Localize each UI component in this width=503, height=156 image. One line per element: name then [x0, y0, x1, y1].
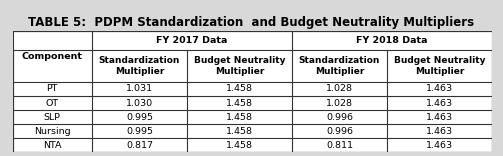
Text: Budget Neutrality
Multiplier: Budget Neutrality Multiplier: [194, 56, 285, 76]
Text: 0.811: 0.811: [326, 141, 353, 150]
Text: TABLE 5:  PDPM Standardization  and Budget Neutrality Multipliers: TABLE 5: PDPM Standardization and Budget…: [29, 16, 474, 29]
Text: 1.458: 1.458: [226, 99, 253, 107]
Text: 1.463: 1.463: [426, 99, 453, 107]
Text: Nursing: Nursing: [34, 127, 70, 136]
Text: Component: Component: [22, 52, 83, 61]
Text: 1.458: 1.458: [226, 112, 253, 122]
Text: 0.996: 0.996: [326, 112, 353, 122]
Text: NTA: NTA: [43, 141, 61, 150]
Text: 1.463: 1.463: [426, 141, 453, 150]
Text: 1.463: 1.463: [426, 85, 453, 93]
Text: 1.458: 1.458: [226, 85, 253, 93]
Text: 0.817: 0.817: [126, 141, 153, 150]
Text: Budget Neutrality
Multiplier: Budget Neutrality Multiplier: [394, 56, 485, 76]
Text: PT: PT: [47, 85, 58, 93]
Text: 1.031: 1.031: [126, 85, 153, 93]
Text: 1.458: 1.458: [226, 127, 253, 136]
Text: 0.996: 0.996: [326, 127, 353, 136]
Text: SLP: SLP: [44, 112, 61, 122]
Text: Standardization
Multiplier: Standardization Multiplier: [99, 56, 180, 76]
Text: OT: OT: [46, 99, 59, 107]
Text: 0.995: 0.995: [126, 112, 153, 122]
Text: FY 2018 Data: FY 2018 Data: [356, 36, 428, 45]
Text: 1.028: 1.028: [326, 99, 353, 107]
Text: 0.995: 0.995: [126, 127, 153, 136]
Text: Standardization
Multiplier: Standardization Multiplier: [299, 56, 380, 76]
Text: 1.030: 1.030: [126, 99, 153, 107]
Text: 1.463: 1.463: [426, 112, 453, 122]
Text: 1.458: 1.458: [226, 141, 253, 150]
Text: FY 2017 Data: FY 2017 Data: [156, 36, 228, 45]
Text: 1.028: 1.028: [326, 85, 353, 93]
Text: 1.463: 1.463: [426, 127, 453, 136]
